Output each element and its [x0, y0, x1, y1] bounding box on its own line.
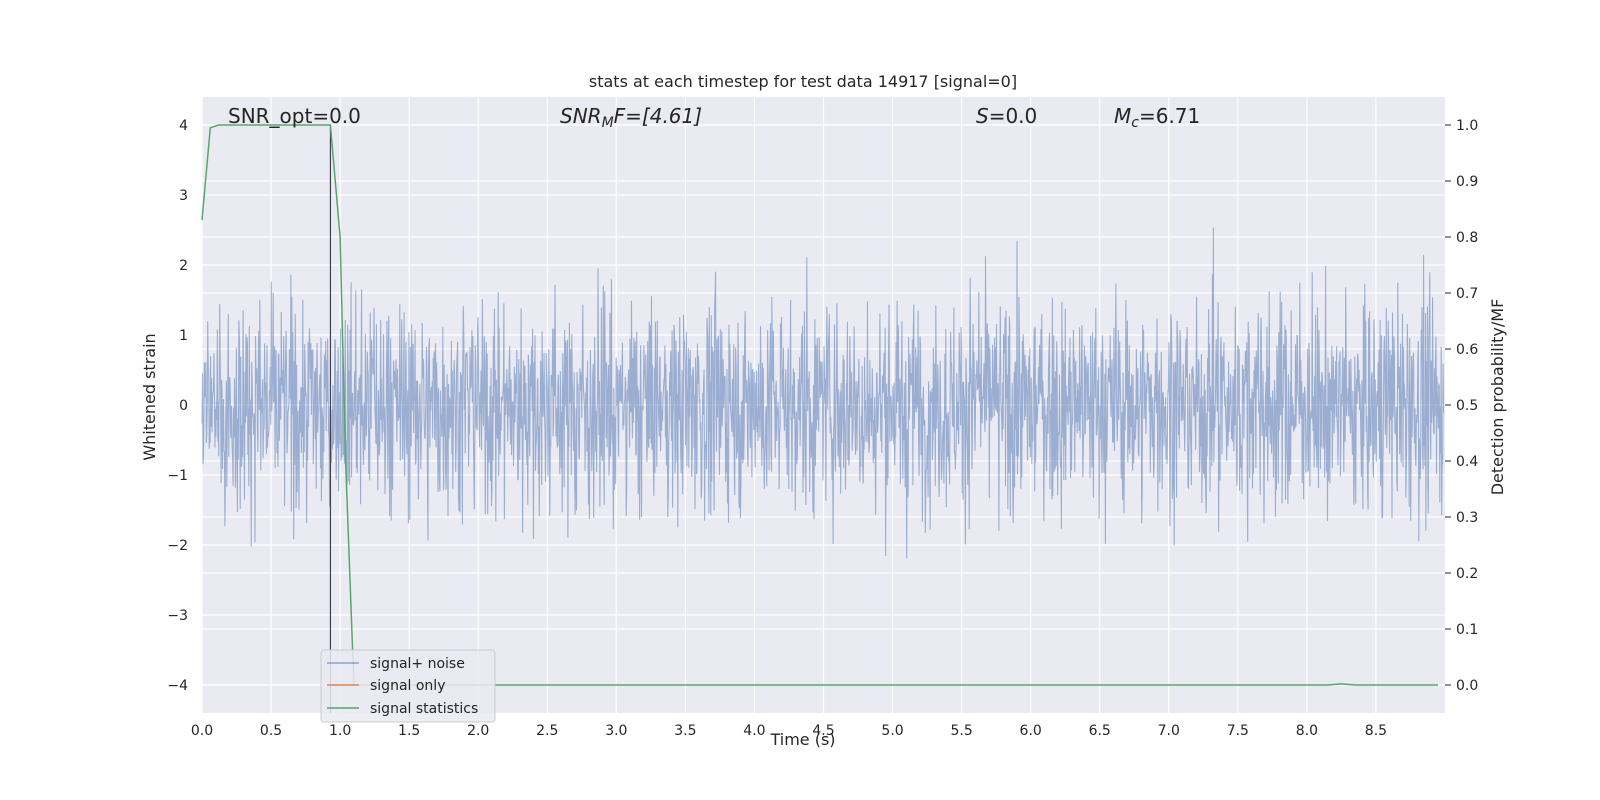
- chart-title: stats at each timestep for test data 149…: [589, 72, 1017, 91]
- x-tick-label: 2.0: [467, 723, 489, 739]
- legend: signal+ noise signal only signal statist…: [320, 649, 496, 723]
- right-y-tick-label: 0.4: [1456, 454, 1478, 470]
- annotation-snr-mf-main: SNR: [560, 104, 602, 128]
- legend-label-signal-statistics: signal statistics: [370, 701, 478, 717]
- left-y-tick-label: 4: [179, 118, 188, 134]
- x-tick-label: 0.5: [260, 723, 282, 739]
- x-tick-label: 7.0: [1158, 723, 1180, 739]
- left-y-tick-label: 0: [179, 398, 188, 414]
- legend-label-signal-noise: signal+ noise: [370, 656, 465, 672]
- annotation-snr-opt: SNR_opt=0.0: [228, 104, 361, 128]
- x-tick-label: 3.0: [605, 723, 627, 739]
- x-tick-label: 6.0: [1020, 723, 1042, 739]
- annotation-snr-mf-tail: F=[4.61]: [614, 104, 702, 128]
- left-y-tick-labels: 4 3 2 1 0 −1 −2 −3 −4: [167, 118, 188, 694]
- left-y-tick-label: −4: [167, 678, 188, 694]
- left-y-tick-label: 1: [179, 328, 188, 344]
- x-tick-label: 8.5: [1365, 723, 1387, 739]
- legend-label-signal-only: signal only: [370, 678, 445, 694]
- signal-noise-line: [201, 227, 1445, 559]
- left-y-tick-label: −3: [167, 608, 188, 624]
- x-tick-label: 4.5: [812, 723, 834, 739]
- right-y-tick-label: 1.0: [1456, 118, 1478, 134]
- right-y-tick-label: 0.1: [1456, 622, 1478, 638]
- x-tick-label: 7.5: [1227, 723, 1249, 739]
- x-tick-label: 6.5: [1089, 723, 1111, 739]
- x-tick-labels: 0.0 0.5 1.0 1.5 2.0 2.5 3.0 3.5 4.0 4.5 5.0 5.5 6.0 6…: [191, 723, 1387, 739]
- right-y-tick-label: 0.3: [1456, 510, 1478, 526]
- left-y-tick-label: 2: [179, 258, 188, 274]
- left-y-tick-label: 3: [179, 188, 188, 204]
- x-tick-label: 8.0: [1296, 723, 1318, 739]
- right-y-tick-label: 0.5: [1456, 398, 1478, 414]
- right-y-tick-label: 0.0: [1456, 678, 1478, 694]
- right-y-tick-label: 0.8: [1456, 230, 1478, 246]
- annotation-snr-mf-sub: M: [602, 115, 614, 131]
- right-y-tick-label: 0.7: [1456, 286, 1478, 302]
- right-y-tick-label: 0.6: [1456, 342, 1478, 358]
- x-tick-label: 0.0: [191, 723, 213, 739]
- x-tick-label: 1.0: [329, 723, 351, 739]
- x-tick-label: 1.5: [398, 723, 420, 739]
- x-tick-label: 4.0: [743, 723, 765, 739]
- signal-noise-series: [201, 227, 1445, 559]
- annotation-s-main: S: [976, 104, 989, 128]
- right-y-tick-label: 0.9: [1456, 174, 1478, 190]
- annotation-mc: Mc=6.71: [1114, 104, 1200, 131]
- annotation-s-tail: =0.0: [989, 104, 1038, 128]
- right-y-tick-label: 0.2: [1456, 566, 1478, 582]
- legend-box: [320, 649, 496, 723]
- left-y-tick-label: −1: [167, 468, 188, 484]
- annotation-snr-mf: SNRMF=[4.61]: [560, 104, 702, 131]
- annotation-s: S=0.0: [976, 104, 1037, 128]
- y-axis-label-left: Whitened strain: [140, 333, 159, 460]
- left-y-tick-label: −2: [167, 538, 188, 554]
- annotation-mc-sub: c: [1131, 115, 1139, 131]
- x-tick-label: 2.5: [536, 723, 558, 739]
- x-axis-label: Time (s): [769, 730, 835, 749]
- x-tick-label: 5.5: [950, 723, 972, 739]
- right-y-tick-labels: 1.0 0.9 0.8 0.7 0.6 0.5 0.4 0.3 0.2 0.1 0.0: [1445, 118, 1478, 694]
- annotation-mc-tail: =6.71: [1139, 104, 1200, 128]
- x-tick-label: 3.5: [674, 723, 696, 739]
- y-axis-label-right: Detection probability/MF: [1488, 299, 1507, 496]
- annotation-mc-main: M: [1114, 104, 1131, 128]
- x-tick-label: 5.0: [881, 723, 903, 739]
